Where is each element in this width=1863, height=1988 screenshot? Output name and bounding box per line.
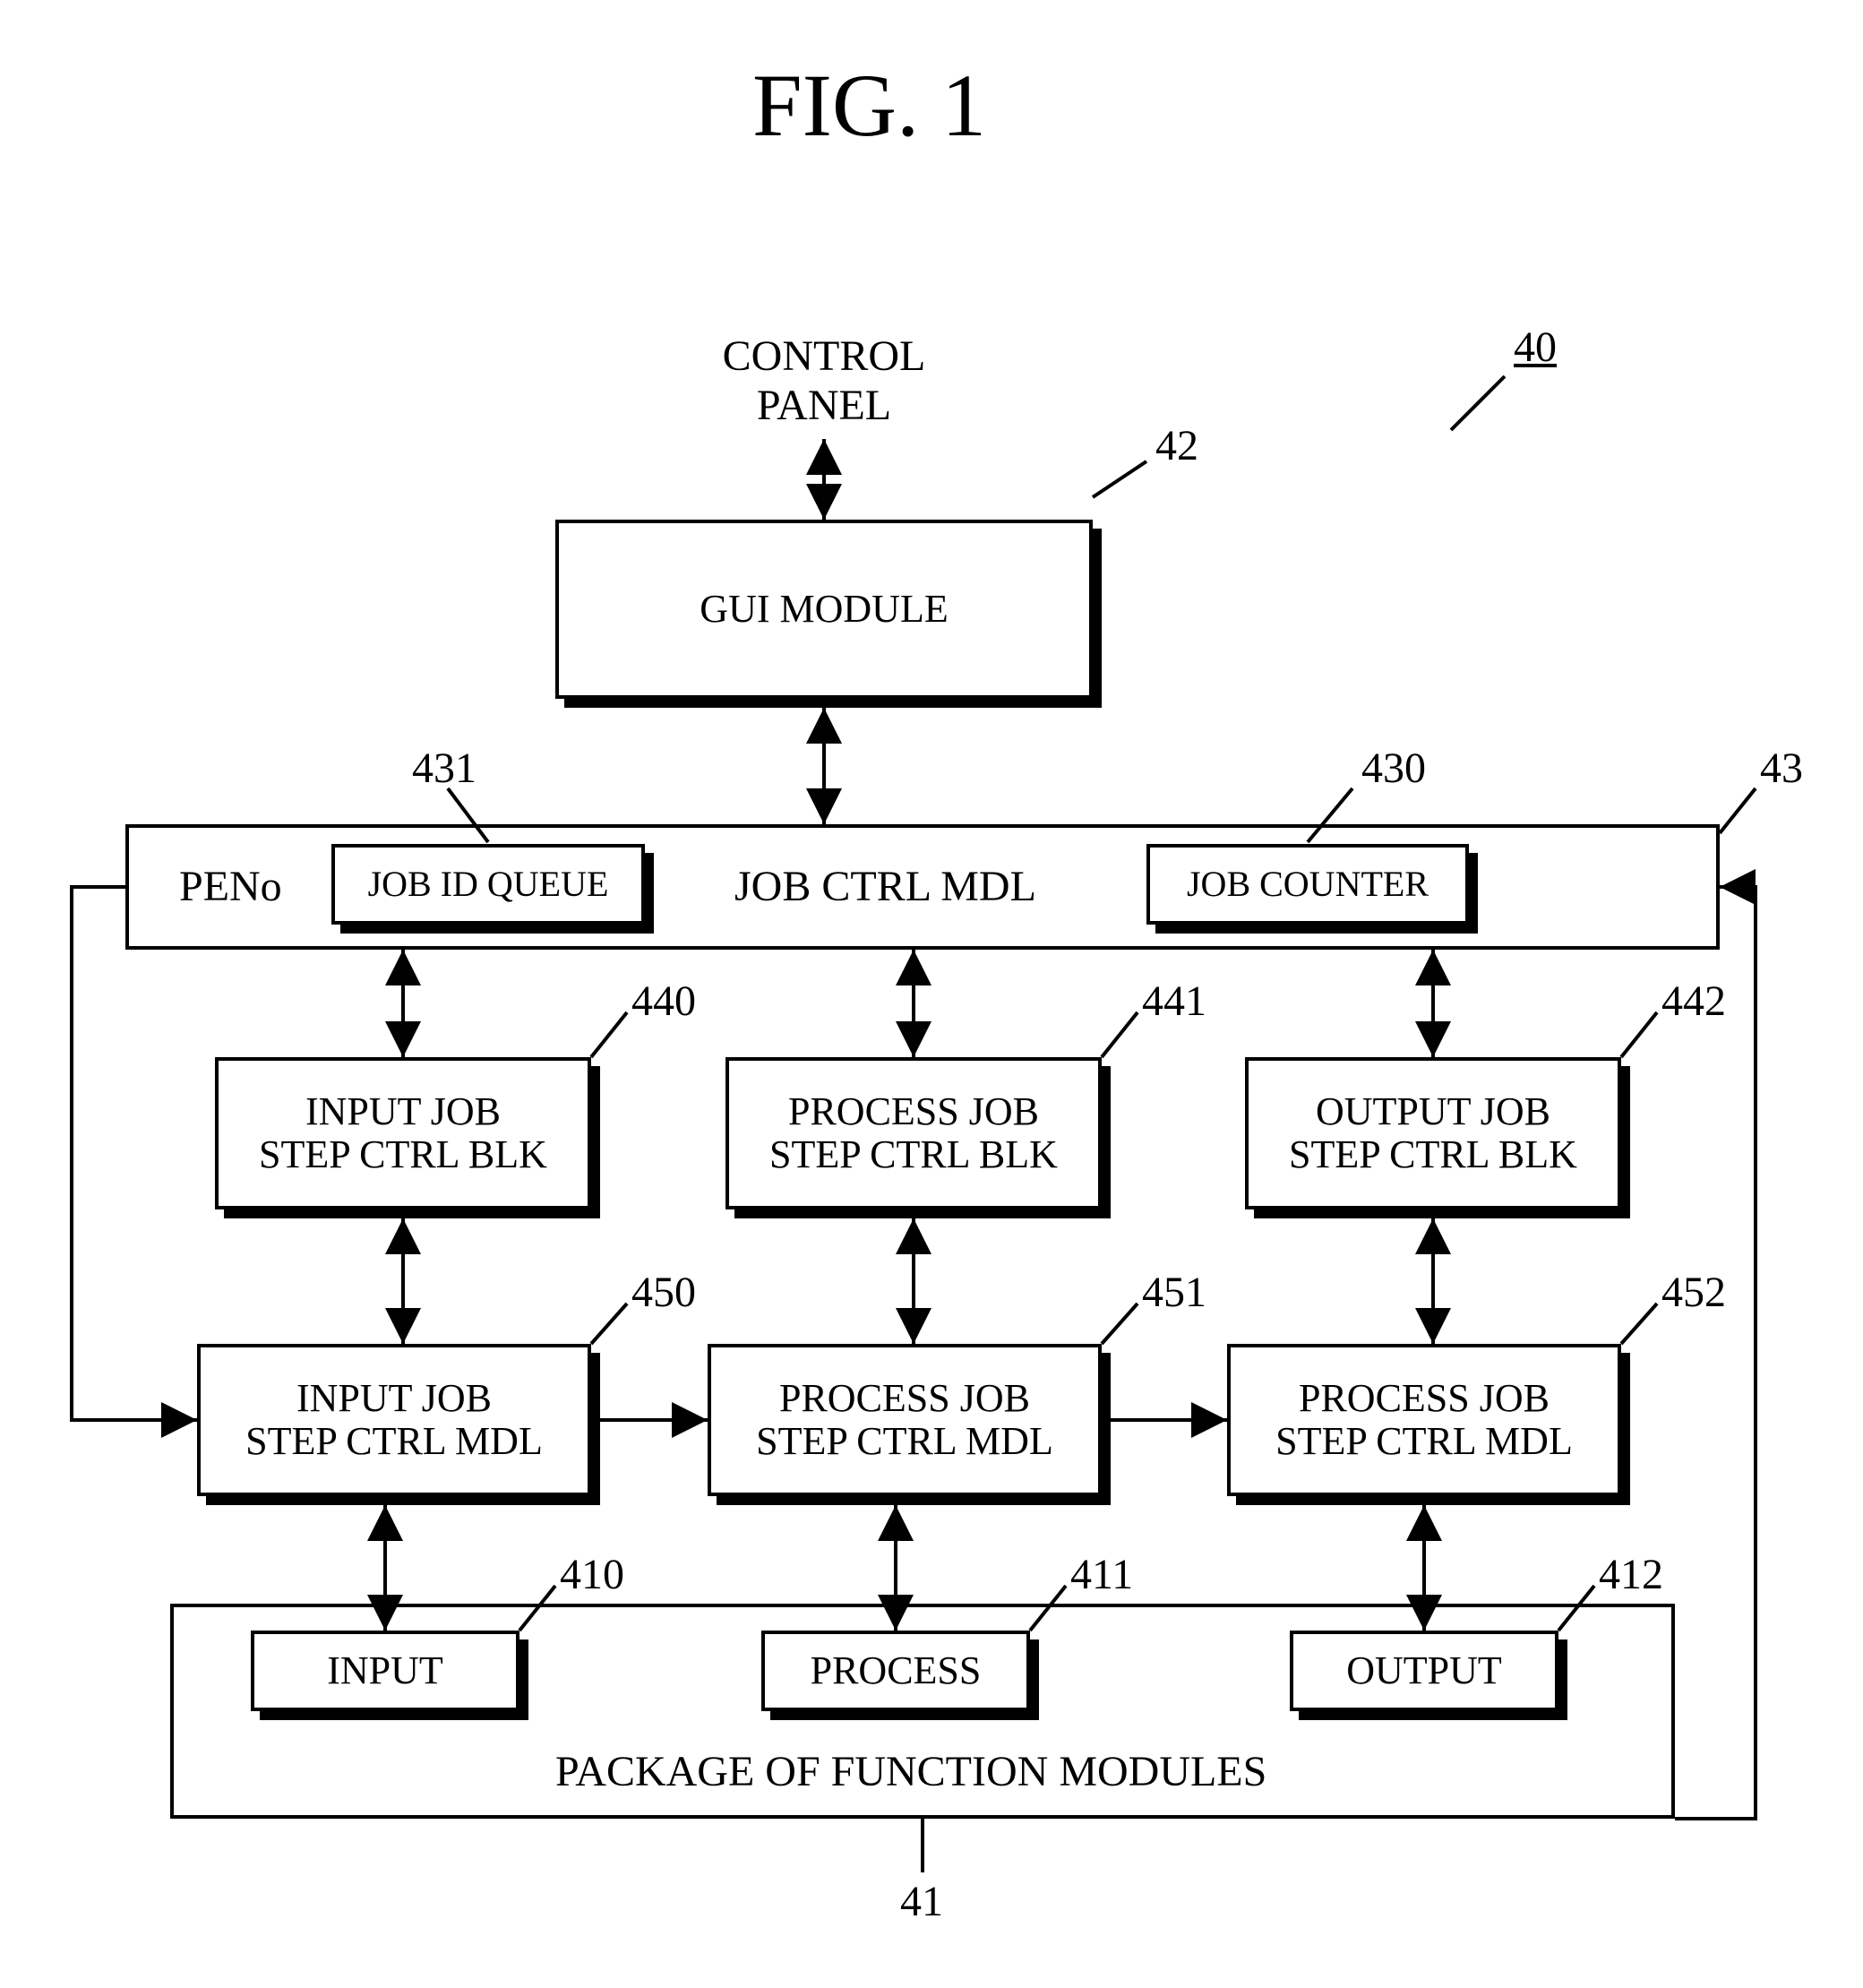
ref-41: 41 xyxy=(900,1877,943,1926)
gui-module-box: GUI MODULE xyxy=(555,520,1093,699)
process-label: PROCESS xyxy=(811,1649,982,1692)
process-box: PROCESS xyxy=(761,1631,1030,1711)
ref441 xyxy=(1102,1012,1138,1057)
process-job-blk-label: PROCESS JOBSTEP CTRL BLK xyxy=(769,1090,1058,1177)
job-counter-label: JOB COUNTER xyxy=(1187,865,1429,904)
ref451 xyxy=(1102,1304,1138,1344)
output-job-blk-label: OUTPUT JOBSTEP CTRL BLK xyxy=(1289,1090,1577,1177)
ref-43: 43 xyxy=(1760,744,1803,793)
loop-left xyxy=(72,887,197,1420)
output-label: OUTPUT xyxy=(1346,1649,1502,1692)
ref-452: 452 xyxy=(1661,1268,1726,1317)
input-job-mdl-box: INPUT JOBSTEP CTRL MDL xyxy=(197,1344,591,1496)
input-label: INPUT xyxy=(327,1649,443,1692)
loop-right xyxy=(1675,887,1756,1819)
ref-451: 451 xyxy=(1142,1268,1206,1317)
job-ctrl-mdl-label: JOB CTRL MDL xyxy=(734,862,1036,911)
ref-42: 42 xyxy=(1155,421,1198,470)
process-job-mdl2-label: PROCESS JOBSTEP CTRL MDL xyxy=(1275,1377,1573,1464)
ref-412: 412 xyxy=(1599,1550,1663,1599)
ref452 xyxy=(1621,1304,1657,1344)
ref-430: 430 xyxy=(1361,744,1426,793)
ref442 xyxy=(1621,1012,1657,1057)
ref-410: 410 xyxy=(560,1550,624,1599)
ref42 xyxy=(1093,461,1146,497)
package-label: PACKAGE OF FUNCTION MODULES xyxy=(555,1747,1266,1796)
gui-module-label: GUI MODULE xyxy=(700,588,948,631)
process-job-mdl-label: PROCESS JOBSTEP CTRL MDL xyxy=(756,1377,1053,1464)
ref40 xyxy=(1451,376,1505,430)
input-box: INPUT xyxy=(251,1631,519,1711)
input-job-mdl-label: INPUT JOBSTEP CTRL MDL xyxy=(245,1377,543,1464)
job-counter-box: JOB COUNTER xyxy=(1146,844,1469,925)
input-job-blk-box: INPUT JOBSTEP CTRL BLK xyxy=(215,1057,591,1209)
control-panel-text: CONTROLPANEL xyxy=(723,332,926,429)
ref-442: 442 xyxy=(1661,977,1726,1026)
ref-411: 411 xyxy=(1070,1550,1133,1599)
job-id-queue-label: JOB ID QUEUE xyxy=(368,865,609,904)
process-job-mdl2-box: PROCESS JOBSTEP CTRL MDL xyxy=(1227,1344,1621,1496)
output-job-blk-box: OUTPUT JOBSTEP CTRL BLK xyxy=(1245,1057,1621,1209)
process-job-blk-box: PROCESS JOBSTEP CTRL BLK xyxy=(725,1057,1102,1209)
ref43 xyxy=(1720,788,1756,833)
control-panel-label: CONTROLPANEL xyxy=(690,331,958,430)
ref-440: 440 xyxy=(631,977,696,1026)
ref-441: 441 xyxy=(1142,977,1206,1026)
ref-431: 431 xyxy=(412,744,476,793)
ref-40: 40 xyxy=(1514,323,1557,372)
output-box: OUTPUT xyxy=(1290,1631,1558,1711)
process-job-mdl-box: PROCESS JOBSTEP CTRL MDL xyxy=(708,1344,1102,1496)
figure-canvas: FIG. 1 CONTROLPANEL 40 GUI MODULE 42 PEN… xyxy=(0,0,1863,1988)
ref-450: 450 xyxy=(631,1268,696,1317)
ref450 xyxy=(591,1304,627,1344)
job-id-queue-box: JOB ID QUEUE xyxy=(331,844,645,925)
peno-label: PENo xyxy=(179,862,282,911)
input-job-blk-label: INPUT JOBSTEP CTRL BLK xyxy=(259,1090,547,1177)
figure-title: FIG. 1 xyxy=(752,54,986,157)
ref440 xyxy=(591,1012,627,1057)
